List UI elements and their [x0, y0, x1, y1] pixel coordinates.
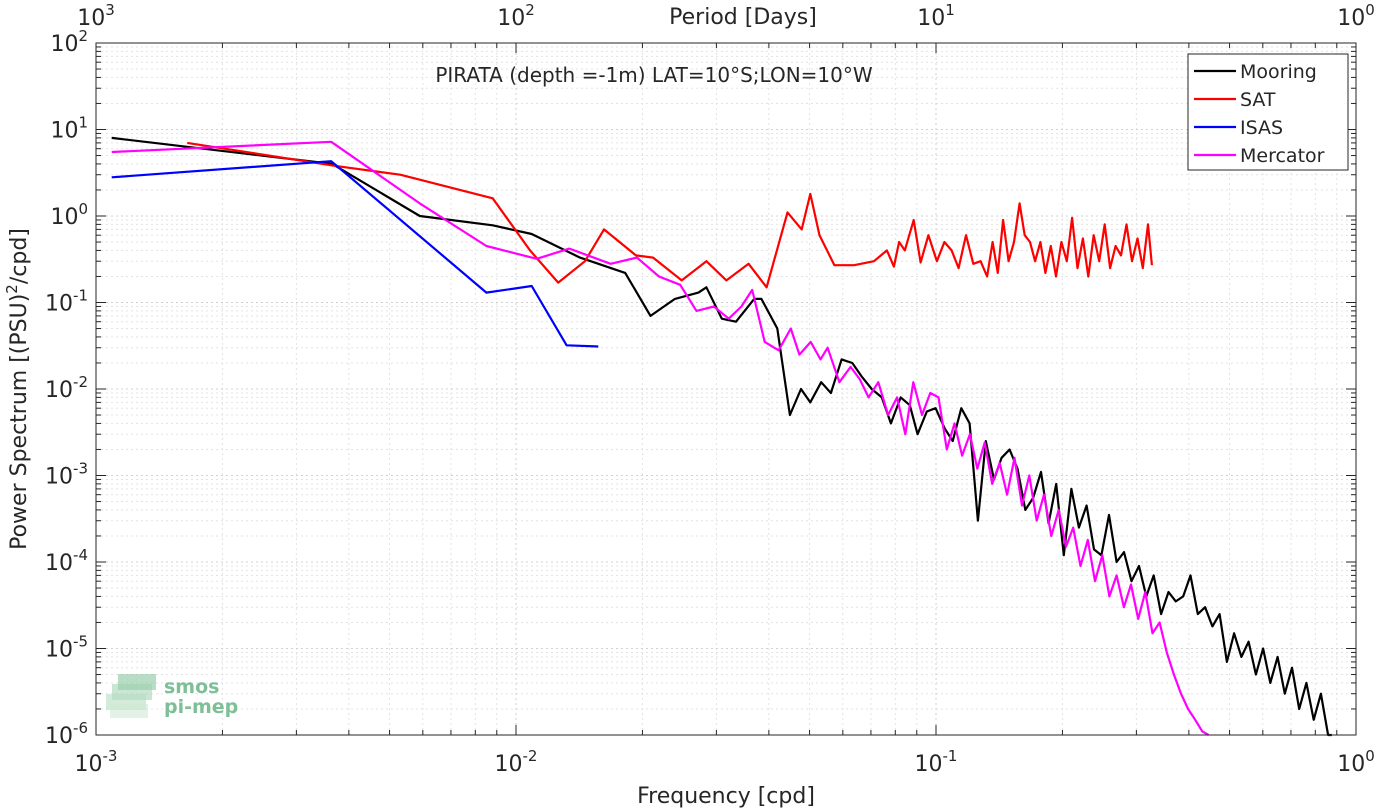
y-tick-label-exp: 1: [78, 114, 88, 132]
y-tick-label: 101: [50, 114, 88, 144]
x-tick-label-exp: -3: [103, 747, 118, 765]
x2-tick-label: 101: [917, 1, 955, 31]
x2-tick-label-exp: 3: [105, 1, 115, 19]
y-tick-label-base: 10: [45, 292, 73, 317]
y-tick-label-base: 10: [45, 378, 73, 403]
x-tick-label-base: 10: [75, 752, 103, 777]
y-tick-label-exp: 0: [78, 200, 88, 218]
legend-label-sat: SAT: [1240, 89, 1276, 111]
y-tick-label: 10-4: [45, 546, 88, 576]
x2-axis-label: Period [Days]: [669, 5, 817, 30]
x2-tick-label-base: 10: [1337, 6, 1365, 31]
series-line-isas: [111, 160, 599, 348]
x2-tick-label-exp: 0: [1365, 1, 1375, 19]
x2-tick-label: 103: [77, 1, 115, 31]
logo-mark-icon: [106, 674, 156, 718]
y-axis-label-tail: /cpd]: [7, 228, 32, 284]
y-tick-label: 100: [50, 200, 88, 230]
y-axis-label-main: Power Spectrum [(PSU): [7, 294, 32, 550]
x-tick-label: 10-3: [75, 747, 118, 777]
y-tick-label: 10-2: [45, 373, 88, 403]
x-axis-label: Frequency [cpd]: [637, 784, 815, 809]
tick-marks: [95, 42, 1357, 736]
y-tick-label-exp: 2: [78, 27, 88, 45]
y-tick-label-base: 10: [45, 551, 73, 576]
logo-line2: pi-mep: [164, 696, 238, 718]
x2-tick-label-base: 10: [917, 6, 945, 31]
x-tick-label: 10-1: [915, 747, 958, 777]
y-tick-label-exp: -5: [73, 633, 88, 651]
y-tick-label: 10-1: [45, 287, 88, 317]
x2-tick-label-base: 10: [77, 6, 105, 31]
x2-tick-label-exp: 2: [525, 1, 535, 19]
y-tick-label-exp: -4: [73, 546, 88, 564]
x2-tick-label: 102: [497, 1, 535, 31]
legend-label-isas: ISAS: [1240, 117, 1283, 139]
y-tick-label-base: 10: [45, 724, 73, 749]
y-tick-label-base: 10: [50, 32, 78, 57]
x-tick-label-exp: -2: [523, 747, 538, 765]
x2-tick-label: 100: [1337, 1, 1375, 31]
y-tick-label-base: 10: [45, 465, 73, 490]
x-tick-label: 10-2: [495, 747, 538, 777]
legend-box: [1187, 53, 1349, 171]
y-tick-label: 10-3: [45, 460, 88, 490]
y-tick-label-exp: -3: [73, 460, 88, 478]
y-tick-label-exp: -6: [73, 719, 88, 737]
x2-tick-label-exp: 1: [945, 1, 955, 19]
major-grid: [95, 42, 1357, 736]
y-tick-label: 10-6: [45, 719, 88, 749]
y-tick-label: 10-5: [45, 633, 88, 663]
x-tick-label-base: 10: [915, 752, 943, 777]
y-tick-label-exp: -1: [73, 287, 88, 305]
series-line-mercator: [111, 140, 1210, 736]
series-line-sat: [187, 141, 1153, 289]
y-axis-label-sup: 2: [3, 284, 21, 294]
logo-line1: smos: [164, 676, 219, 698]
x2-tick-label-base: 10: [497, 6, 525, 31]
x-tick-label-base: 10: [1337, 752, 1365, 777]
y-tick-label: 102: [50, 27, 88, 57]
legend-label-mooring: Mooring: [1240, 61, 1317, 83]
legend-label-mercator: Mercator: [1240, 145, 1325, 167]
series-layer: [111, 136, 1332, 737]
x-tick-label-exp: 0: [1365, 747, 1375, 765]
y-tick-label-base: 10: [50, 119, 78, 144]
smos-pimep-logo: smos pi-mep: [106, 674, 238, 718]
y-axis-label: Power Spectrum [(PSU)2/cpd]: [3, 228, 32, 550]
chart-title: PIRATA (depth =-1m) LAT=10°S;LON=10°W: [435, 63, 873, 87]
x-tick-label-exp: -1: [943, 747, 958, 765]
y-tick-label-base: 10: [50, 205, 78, 230]
y-tick-label-base: 10: [45, 638, 73, 663]
y-tick-label-exp: -2: [73, 373, 88, 391]
x-tick-label: 100: [1337, 747, 1375, 777]
legend: Mooring SAT ISAS Mercator: [1187, 53, 1349, 171]
series-line-mooring: [111, 136, 1332, 737]
x-tick-label-base: 10: [495, 752, 523, 777]
